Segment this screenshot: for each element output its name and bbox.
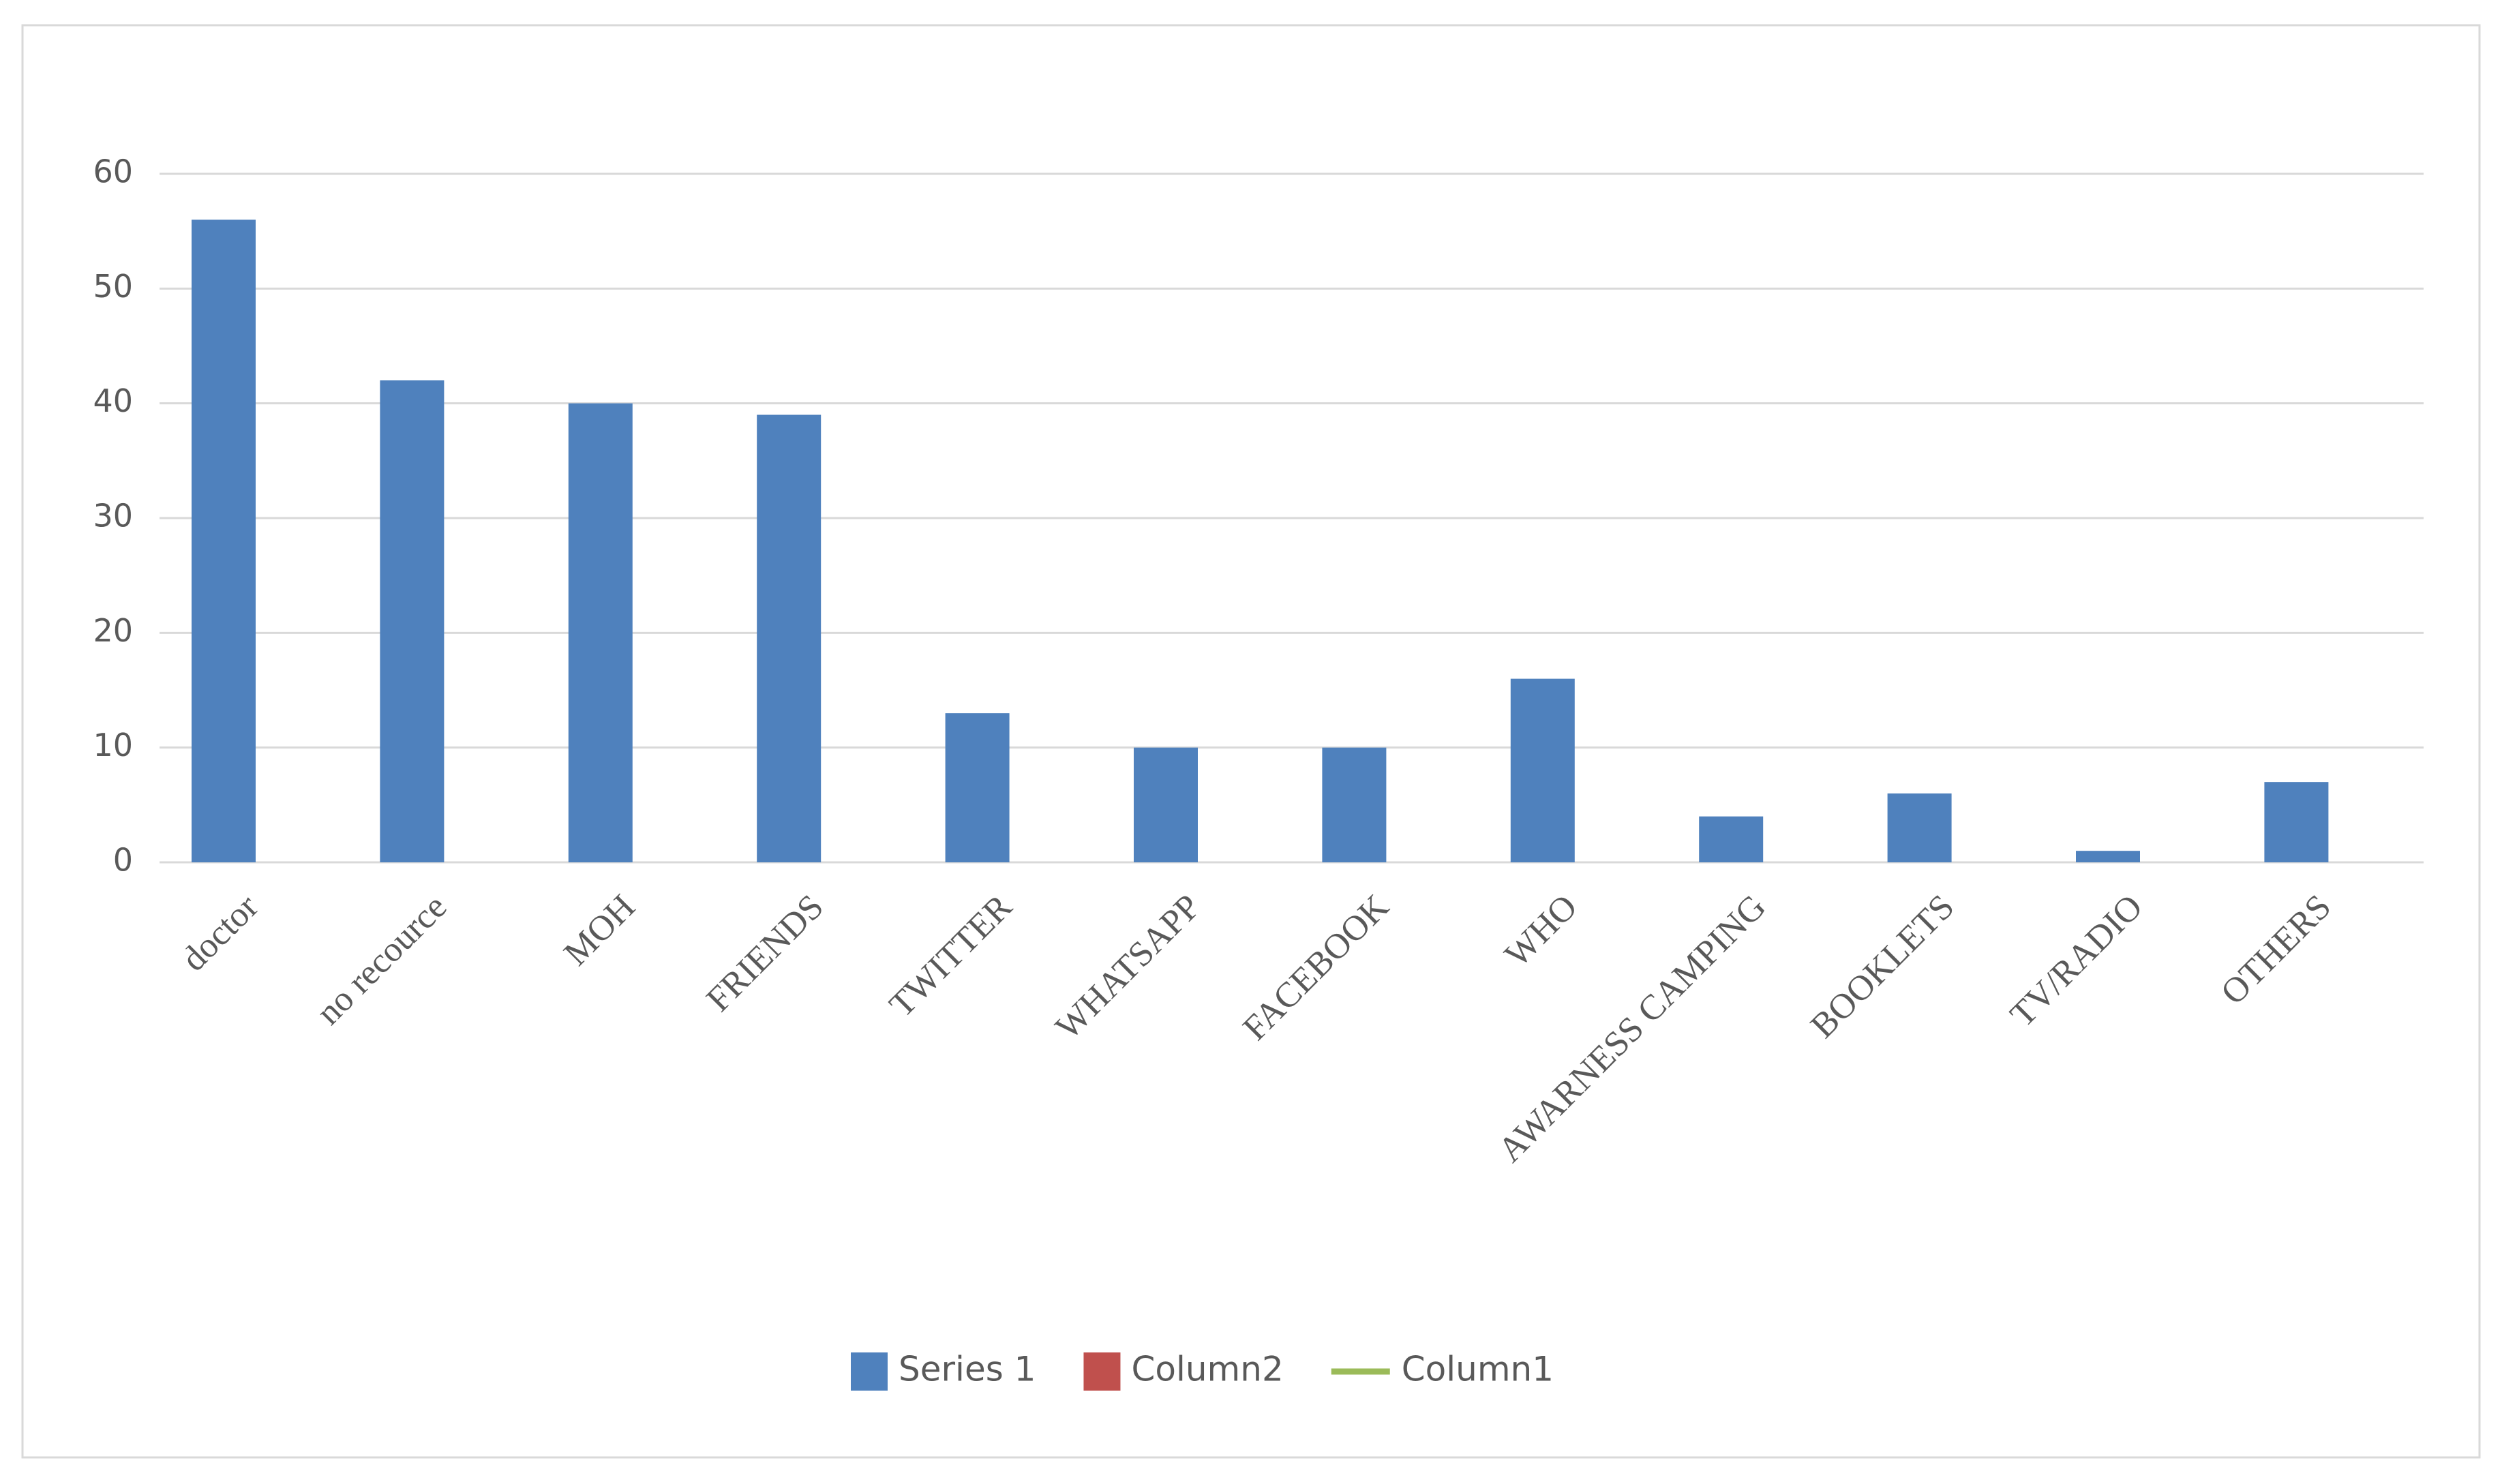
legend-label: Column2 — [1131, 1350, 1283, 1389]
bar — [568, 403, 633, 862]
y-tick-label: 20 — [93, 612, 133, 649]
y-tick-label: 0 — [113, 842, 133, 879]
bar — [380, 380, 444, 862]
y-tick-label: 60 — [93, 153, 133, 190]
bar — [2076, 851, 2140, 862]
legend-label: Column1 — [1402, 1350, 1554, 1389]
bar — [1322, 747, 1387, 862]
bar — [945, 713, 1010, 862]
legend-label: Series 1 — [899, 1350, 1036, 1389]
legend-swatch — [851, 1352, 888, 1391]
y-tick-label: 40 — [93, 382, 133, 419]
legend-swatch — [1083, 1352, 1121, 1391]
bar — [1510, 678, 1575, 862]
bar — [1887, 793, 1952, 862]
y-tick-label: 10 — [93, 727, 133, 763]
y-tick-label: 30 — [93, 498, 133, 534]
bar — [192, 219, 256, 862]
bar — [1699, 816, 1764, 862]
bar — [757, 414, 822, 862]
bar — [1134, 747, 1198, 862]
y-tick-label: 50 — [93, 268, 133, 305]
bar — [2264, 782, 2329, 862]
